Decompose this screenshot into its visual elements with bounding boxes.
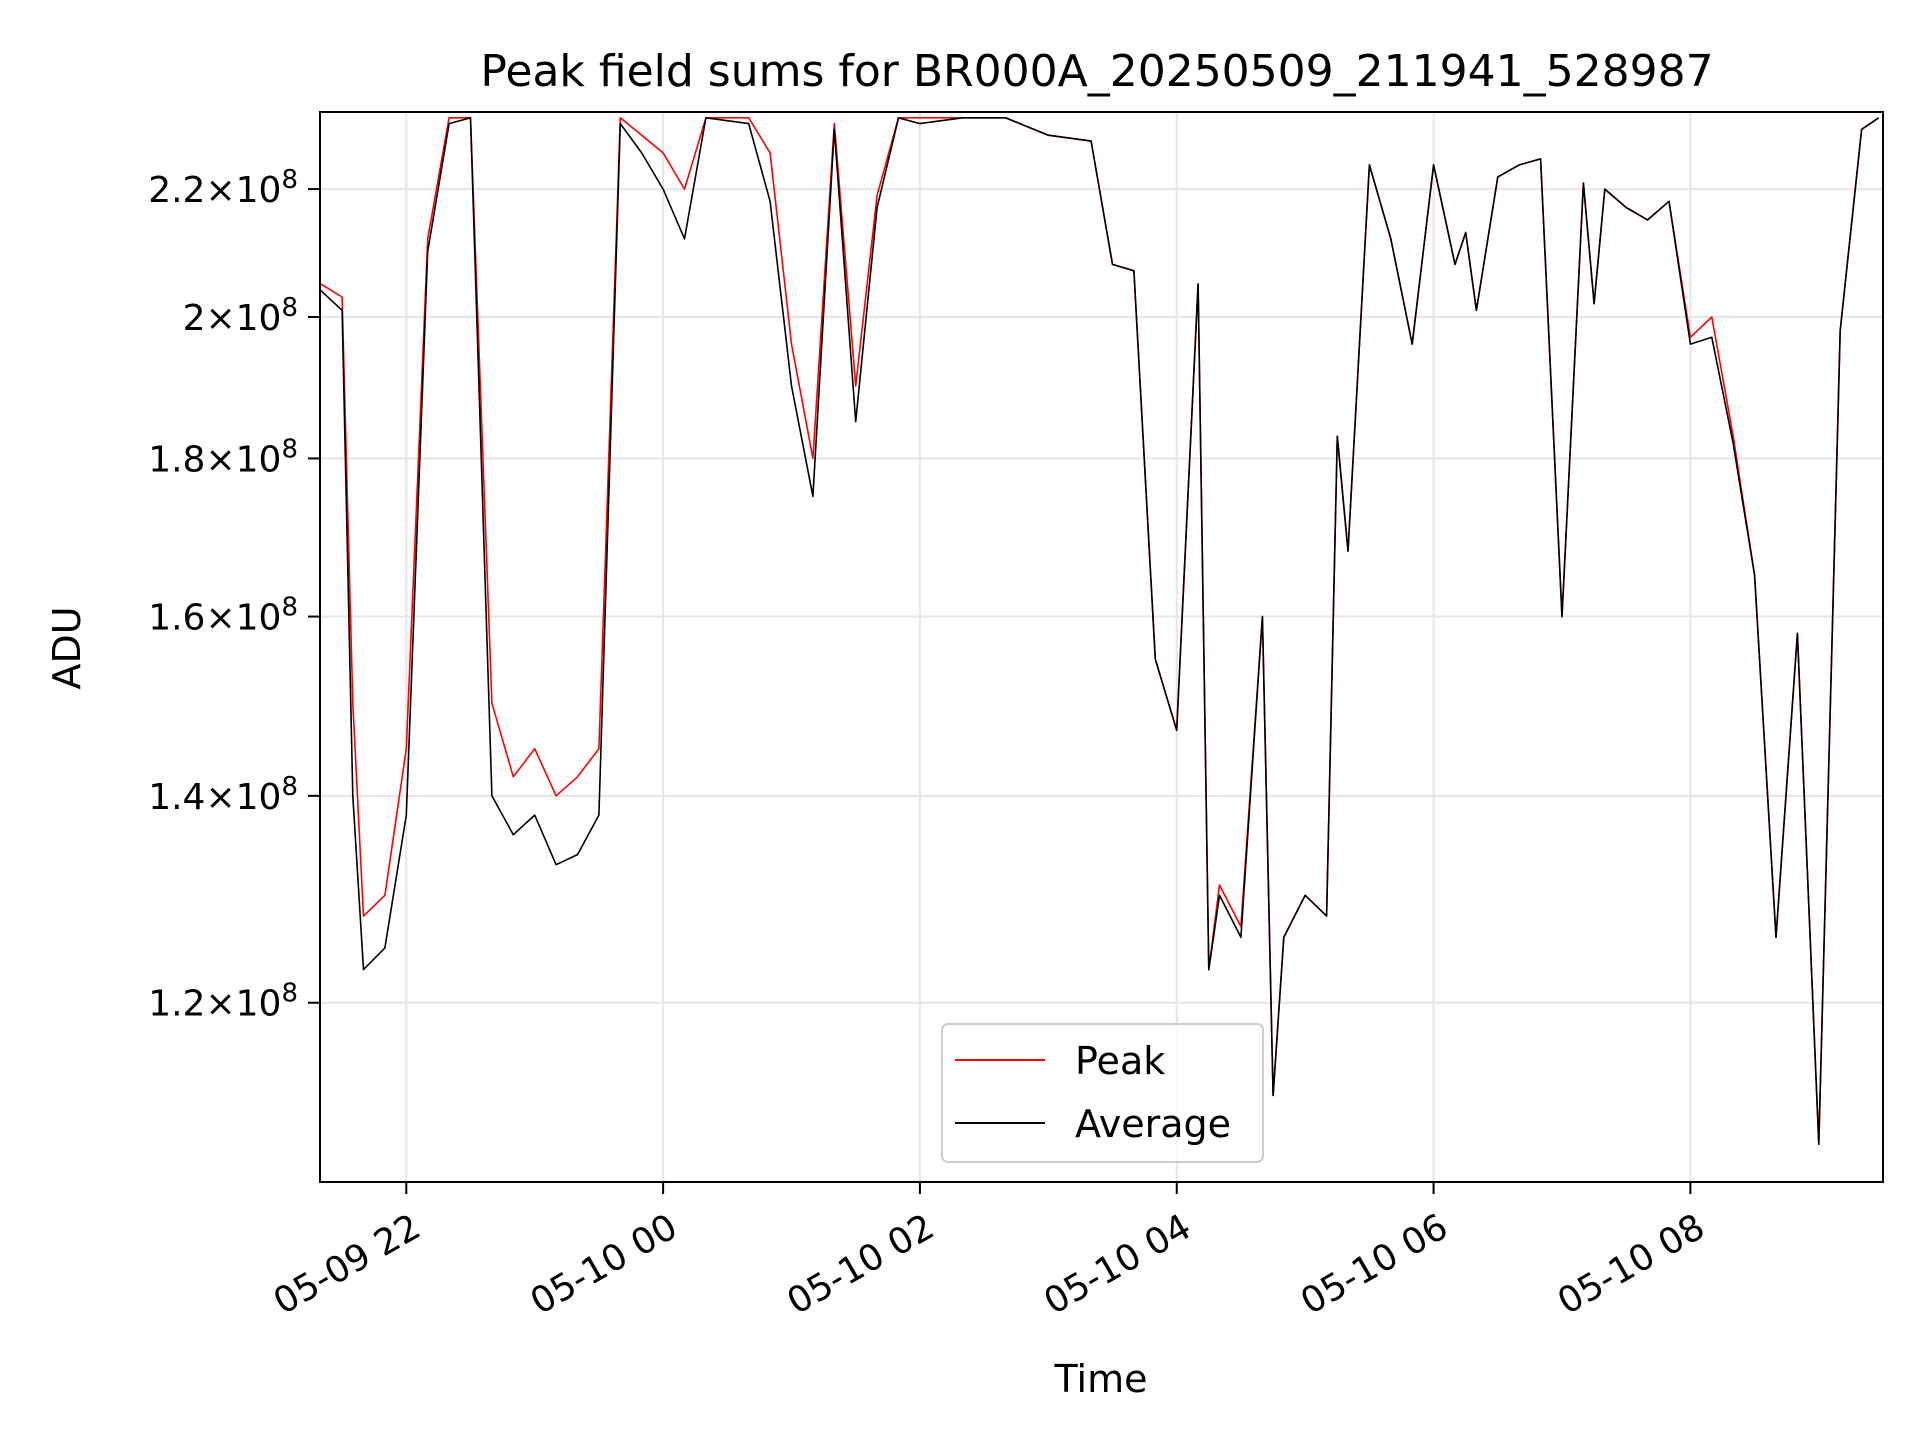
y-tick-label: 1.6×108: [148, 593, 298, 639]
y-axis-label: ADU: [45, 606, 89, 689]
y-tick-exponent: 8: [281, 593, 298, 623]
y-tick-mantissa: 1.8: [148, 439, 205, 480]
y-tick-base: 10: [236, 439, 282, 480]
y-tick-mantissa: 2.2: [148, 170, 205, 211]
y-tick-mantissa: 2: [183, 298, 206, 339]
y-tick-exponent: 8: [281, 434, 298, 464]
y-tick-label: 1.8×108: [148, 434, 298, 480]
y-tick-base: 10: [236, 170, 282, 211]
y-tick-times-sign: ×: [205, 439, 235, 480]
plot-frame: [319, 111, 1884, 1183]
legend-label-peak: Peak: [1075, 1039, 1165, 1083]
y-tick-label: 2×108: [183, 293, 298, 339]
y-tick-mantissa: 1.2: [148, 984, 205, 1025]
y-tick-exponent: 8: [281, 979, 298, 1009]
x-axis-label: Time: [1054, 1357, 1148, 1401]
y-tick-exponent: 8: [281, 772, 298, 802]
y-tick-mantissa: 1.4: [148, 777, 205, 818]
average-series: [320, 117, 1880, 1145]
y-tick-label: 1.4×108: [148, 772, 298, 818]
y-tick-times-sign: ×: [205, 984, 235, 1025]
legend: Peak Average: [941, 1023, 1264, 1163]
gridlines: [320, 112, 1883, 1182]
average-line: [320, 117, 1880, 1145]
y-tick-times-sign: ×: [205, 777, 235, 818]
y-tick-label: 2.2×108: [148, 165, 298, 211]
chart-title: Peak field sums for BR000A_20250509_2119…: [480, 46, 1713, 97]
y-tick-mantissa: 1.6: [148, 598, 205, 639]
y-tick-base: 10: [236, 777, 282, 818]
y-tick-base: 10: [236, 298, 282, 339]
y-tick-label: 1.2×108: [148, 979, 298, 1025]
y-tick-times-sign: ×: [205, 170, 235, 211]
y-tick-exponent: 8: [281, 165, 298, 195]
legend-label-average: Average: [1075, 1102, 1231, 1146]
legend-box: [941, 1023, 1264, 1163]
y-tick-times-sign: ×: [205, 298, 235, 339]
y-tick-base: 10: [236, 598, 282, 639]
y-tick-exponent: 8: [281, 293, 298, 323]
y-tick-times-sign: ×: [205, 598, 235, 639]
y-tick-base: 10: [236, 984, 282, 1025]
